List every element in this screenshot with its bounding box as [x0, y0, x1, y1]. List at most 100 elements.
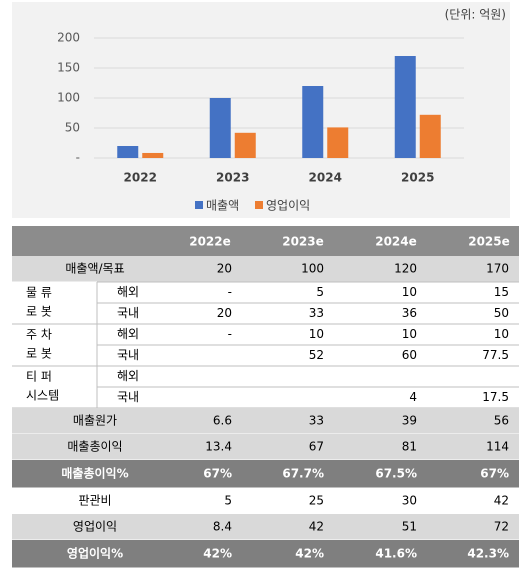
group-label: 로 봇 [26, 305, 52, 319]
legend-swatch [195, 201, 203, 209]
table-cell: 67 [309, 440, 324, 454]
unit-label: (단위: 억원) [445, 8, 506, 22]
row-label: 영업이익 [73, 520, 117, 534]
table-cell: 10 [309, 327, 324, 341]
legend-label: 매출액 [206, 199, 239, 213]
bar [302, 86, 324, 158]
bar [394, 56, 416, 158]
table-cell: 77.5 [482, 348, 509, 362]
table-cell: 42 [309, 520, 324, 534]
table-cell: 42% [203, 547, 232, 561]
table-cell: 25 [309, 494, 324, 508]
y-tick-label: 200 [57, 31, 80, 45]
row-bg [12, 434, 519, 460]
table-cell: 5 [224, 494, 232, 508]
bar [117, 146, 139, 158]
row-label: 매출총이익% [61, 466, 128, 481]
sub-label: 국내 [117, 348, 139, 362]
row-bg [12, 540, 519, 568]
bar [142, 152, 164, 158]
table-cell: 41.6% [375, 547, 417, 561]
table-cell: 20 [217, 262, 232, 276]
table-cell: 8.4 [213, 520, 232, 534]
row-bg [12, 488, 519, 514]
table-cell: 13.4 [205, 440, 232, 454]
sub-label: 해외 [117, 327, 139, 341]
y-tick-label: 100 [57, 91, 80, 105]
x-tick-label: 2025 [401, 171, 434, 185]
table-cell: 33 [309, 414, 324, 428]
table-cell: 17.5 [482, 390, 509, 404]
row-bg [12, 514, 519, 540]
table-cell: 42% [295, 547, 324, 561]
table-cell: 67.7% [282, 467, 324, 481]
table-cell: 36 [402, 306, 417, 320]
sub-label: 국내 [117, 390, 139, 404]
table-cell: 5 [316, 285, 324, 299]
bar [327, 127, 349, 158]
header-cell: 2022e [189, 235, 231, 249]
table-cell: 72 [494, 520, 509, 534]
legend-swatch [255, 201, 263, 209]
table-cell: 67.5% [375, 467, 417, 481]
bar [234, 132, 256, 158]
table-cell: 6.6 [213, 414, 232, 428]
table-cell: 42.3% [467, 547, 509, 561]
table-cell: 10 [494, 327, 509, 341]
chart-panel [12, 2, 510, 218]
row-label: 매출액/목표 [65, 262, 124, 276]
table-cell: 56 [494, 414, 509, 428]
row-label: 매출총이익 [67, 440, 122, 454]
group-label: 티 퍼 [26, 370, 52, 384]
table-cell: 114 [486, 440, 509, 454]
row-bg [12, 408, 519, 434]
legend-label: 영업이익 [266, 199, 310, 213]
table-cell: 39 [402, 414, 417, 428]
table-cell: 30 [402, 494, 417, 508]
header-cell: 2023e [282, 235, 324, 249]
sub-label: 해외 [117, 369, 139, 383]
table-cell: 81 [402, 440, 417, 454]
row-label: 영업이익% [67, 546, 123, 561]
header-cell: 2024e [375, 235, 417, 249]
table-cell: - [228, 327, 232, 341]
x-tick-label: 2022 [124, 171, 157, 185]
group-label: 물 류 [26, 286, 52, 300]
table-cell: 67% [480, 467, 509, 481]
table-cell: 120 [394, 262, 417, 276]
y-tick-label: 150 [57, 61, 80, 75]
table-cell: - [228, 285, 232, 299]
table-cell: 100 [301, 262, 324, 276]
group-label: 로 봇 [26, 347, 52, 361]
x-tick-label: 2024 [309, 171, 342, 185]
sub-label: 해외 [117, 285, 139, 299]
table-cell: 50 [494, 306, 509, 320]
x-tick-label: 2023 [216, 171, 249, 185]
table-cell: 60 [402, 348, 417, 362]
header-bg [12, 226, 519, 256]
table-cell: 4 [409, 390, 417, 404]
table-cell: 170 [486, 262, 509, 276]
row-bg [12, 460, 519, 488]
row-label: 매출원가 [73, 414, 117, 428]
group-label: 주 차 [26, 328, 52, 342]
group-label: 시스템 [26, 389, 59, 403]
bar [419, 114, 441, 158]
y-tick-label: 50 [65, 121, 80, 135]
table-cell: 20 [217, 306, 232, 320]
table-cell: 10 [402, 285, 417, 299]
table-cell: 42 [494, 494, 509, 508]
y-tick-label: - [76, 151, 80, 165]
table-cell: 52 [309, 348, 324, 362]
table-cell: 33 [309, 306, 324, 320]
row-bg [12, 256, 519, 282]
bar [209, 98, 231, 158]
sub-label: 국내 [117, 306, 139, 320]
table-cell: 15 [494, 285, 509, 299]
table-cell: 67% [203, 467, 232, 481]
table-cell: 51 [402, 520, 417, 534]
row-label: 판관비 [78, 494, 111, 508]
table-cell: 10 [402, 327, 417, 341]
header-cell: 2025e [468, 235, 510, 249]
